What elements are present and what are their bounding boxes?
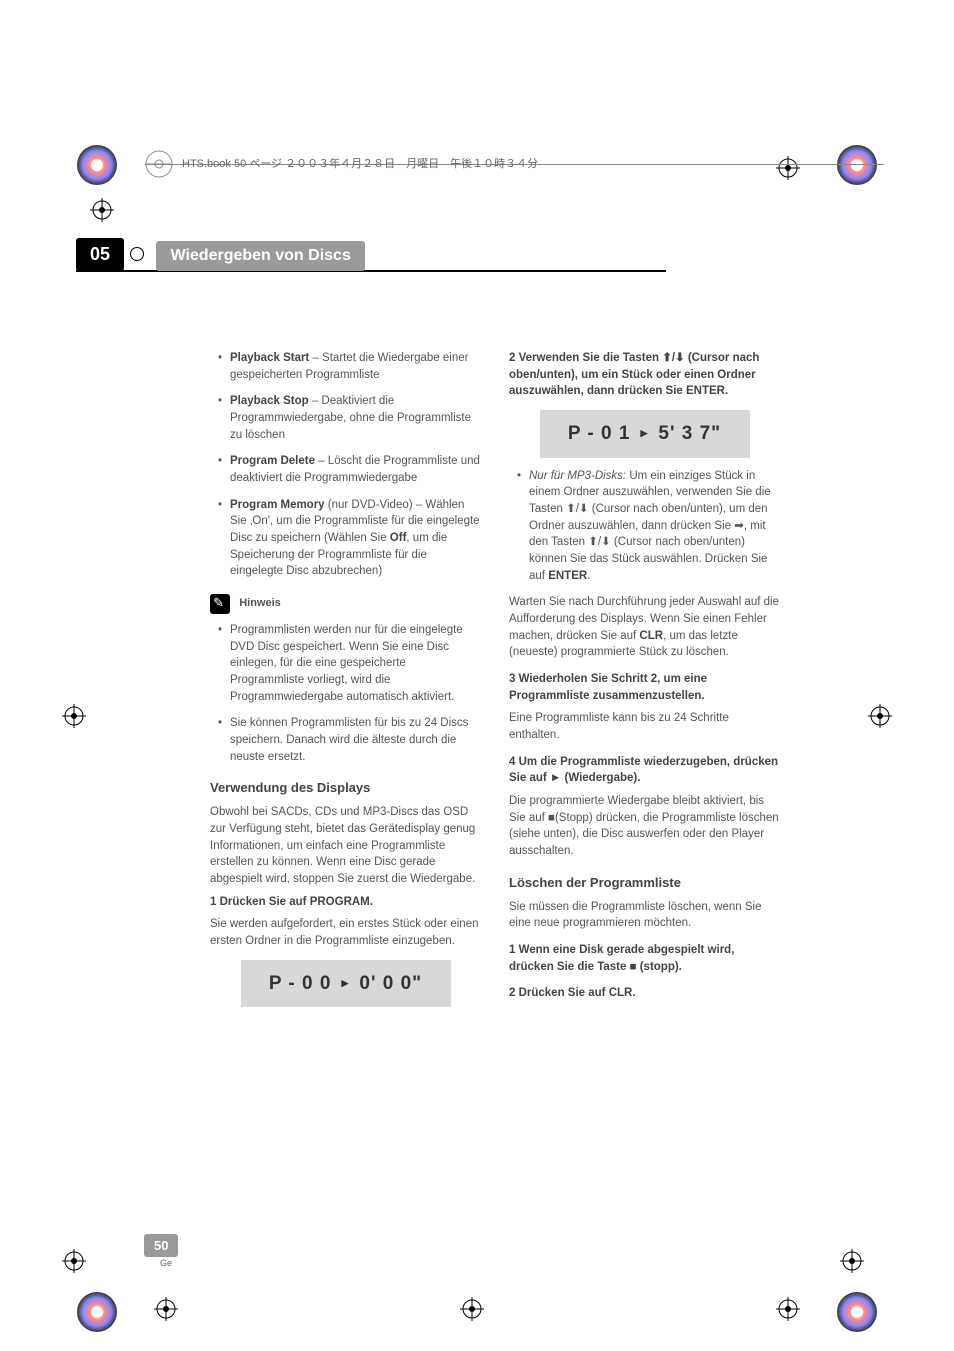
body-text: Eine Programmliste kann bis zu 24 Schrit… [509,710,780,743]
clr-label: CLR [639,630,663,642]
reg-mark-icon [460,1297,484,1321]
right-column: 2 Verwenden Sie die Tasten ⬆/⬇ (Cursor n… [509,350,780,1017]
section-heading: Löschen der Programmliste [509,874,780,893]
play-icon: ► [550,772,561,784]
step-heading: 3 Wiederholen Sie Schritt 2, um eine Pro… [509,671,780,704]
enter-label: ENTER [548,570,587,582]
list-item: Program Delete – Löscht die Programmlist… [220,453,481,486]
reg-mark-icon [90,198,114,222]
note-label: Hinweis [239,597,281,609]
note-icon [210,594,230,614]
reg-mark-icon [840,1249,864,1273]
term: Playback Start [230,352,309,364]
step-heading: 1 Wenn eine Disk gerade abgespielt wird,… [509,942,780,975]
reg-mark-icon [776,156,800,180]
reg-mark-icon [776,1297,800,1321]
display-prog: P - 0 1 [568,423,631,444]
list-item: Programmlisten werden nur für die eingel… [220,622,481,705]
corner-disc-tl [76,144,118,186]
display-readout: P - 0 0 ▶ 0' 0 0" [241,960,451,1008]
display-time: 5' 3 7" [658,423,721,444]
mp3-italic: Nur für MP3-Disks: [529,470,626,482]
list-item: Playback Stop – Deaktiviert die Programm… [220,393,481,443]
left-column: Playback Start – Startet die Wiedergabe … [210,350,481,1017]
up-down-arrow-icon: ⬆/⬇ [662,352,684,364]
play-icon: ▶ [341,978,349,988]
display-readout: P - 0 1 ▶ 5' 3 7" [540,410,750,458]
reg-mark-icon [62,1249,86,1273]
term: Program Delete [230,455,315,467]
body-text: Obwohl bei SACDs, CDs und MP3-Discs das … [210,804,481,887]
list-item: Sie können Programmlisten für bis zu 24 … [220,715,481,765]
body-text: Die programmierte Wiedergabe bleibt akti… [509,793,780,860]
corner-disc-bl [76,1291,118,1333]
play-icon: ▶ [640,428,648,438]
up-down-arrow-icon: ⬆/⬇ [566,503,588,515]
display-time: 0' 0 0" [359,973,422,994]
body-text: Sie werden aufgefordert, ein erstes Stüc… [210,916,481,949]
step-heading: 2 Drücken Sie auf CLR. [509,985,780,1002]
page-language: Ge [160,1258,172,1268]
step-heading: 2 Verwenden Sie die Tasten ⬆/⬇ (Cursor n… [509,350,780,400]
page-number: 50 [144,1234,178,1257]
term: Program Memory [230,499,325,511]
display-prog: P - 0 0 [269,973,332,994]
list-item: Program Memory (nur DVD-Video) – Wählen … [220,497,481,580]
chapter-number: 05 [76,238,124,271]
step-heading: 4 Um die Programmliste wiederzugeben, dr… [509,754,780,787]
reg-mark-icon [62,704,86,728]
list-item: Playback Start – Startet die Wiedergabe … [220,350,481,383]
reg-mark-icon [154,1297,178,1321]
section-heading: Verwendung des Displays [210,779,481,798]
list-item: Nur für MP3-Disks: Um ein einziges Stück… [519,468,780,585]
body-text: Warten Sie nach Durchführung jeder Auswa… [509,594,780,661]
feature-list: Playback Start – Startet die Wiedergabe … [210,350,481,580]
reg-mark-icon [868,704,892,728]
note-list: Programmlisten werden nur für die eingel… [210,622,481,765]
chapter-title: Wiedergeben von Discs [156,241,364,271]
step-heading: 1 Drücken Sie auf PROGRAM. [210,894,481,911]
chapter-header: 05 Wiedergeben von Discs [76,238,666,272]
content-area: Playback Start – Startet die Wiedergabe … [210,350,780,1017]
term: Playback Stop [230,395,309,407]
off-term: Off [390,532,407,544]
corner-disc-br [836,1291,878,1333]
up-down-arrow-icon: ⬆/⬇ [588,536,610,548]
corner-disc-tr [836,144,878,186]
body-text: Sie müssen die Programmliste löschen, we… [509,899,780,932]
circle-icon [130,247,144,261]
right-arrow-icon: ➡ [734,520,744,532]
mp3-note-list: Nur für MP3-Disks: Um ein einziges Stück… [509,468,780,585]
header-text: HTS.book 50 ページ ２００３年４月２８日 月曜日 午後１０時３４分 [182,155,538,171]
note-header: Hinweis [210,594,481,614]
